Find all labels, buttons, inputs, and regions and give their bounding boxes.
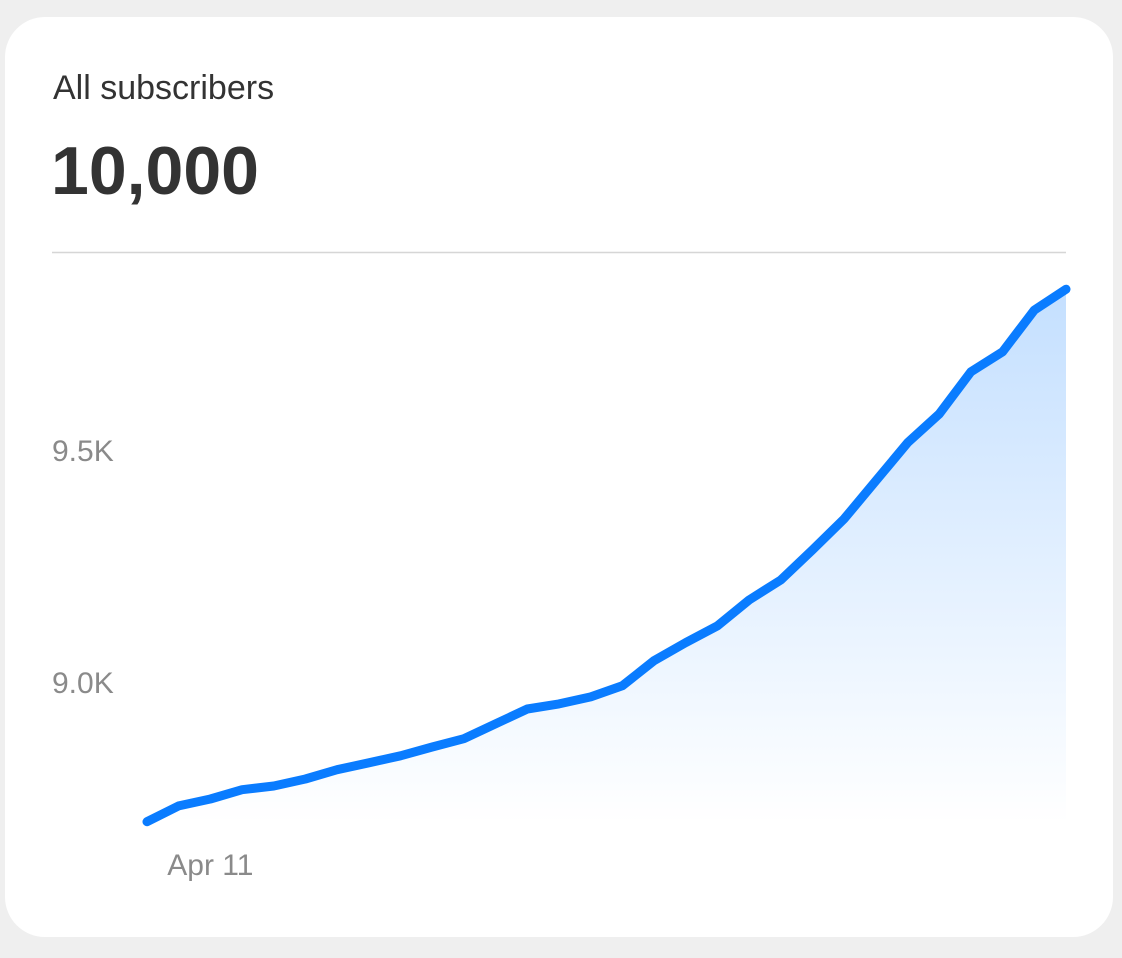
card-title: All subscribers xyxy=(53,69,274,107)
headline-value: 10,000 xyxy=(51,133,259,209)
x-tick-label: Apr 11 xyxy=(167,849,253,882)
area xyxy=(147,289,1066,824)
y-tick-label: 9.5K xyxy=(52,435,114,468)
y-tick-label: 9.0K xyxy=(52,667,114,700)
line xyxy=(142,284,1071,827)
